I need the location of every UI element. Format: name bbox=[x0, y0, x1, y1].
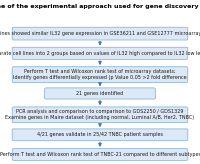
Text: PCR analysis and comparison to comparison to GDS2250 / GDS1329
Examine genes in : PCR analysis and comparison to compariso… bbox=[5, 109, 195, 120]
Text: Table 2: Outline of the experimental approach used for gene discovery and valida: Table 2: Outline of the experimental app… bbox=[0, 4, 200, 9]
FancyBboxPatch shape bbox=[12, 149, 188, 160]
Text: 21 genes identified: 21 genes identified bbox=[76, 91, 124, 96]
Text: Perform T test and Wilcoxon rank test of microarray datasets;
Identify genes dif: Perform T test and Wilcoxon rank test of… bbox=[13, 69, 187, 80]
FancyBboxPatch shape bbox=[12, 67, 188, 82]
Text: Nine cell lines showed similar IL32 gene expression in GSE36211 and GSE12777 mic: Nine cell lines showed similar IL32 gene… bbox=[0, 31, 200, 36]
FancyBboxPatch shape bbox=[12, 27, 188, 40]
FancyBboxPatch shape bbox=[12, 47, 188, 59]
FancyBboxPatch shape bbox=[12, 107, 188, 123]
FancyBboxPatch shape bbox=[45, 88, 155, 99]
FancyBboxPatch shape bbox=[12, 129, 188, 141]
Text: Separate cell lines into 2 groups based on values of IL32 high compared to IL32 : Separate cell lines into 2 groups based … bbox=[0, 51, 200, 56]
Text: 4/21 genes validate in 25/42 TNBC patient samples: 4/21 genes validate in 25/42 TNBC patien… bbox=[37, 132, 163, 137]
Text: Perform T test and Wilcoxon rank test of TNBC-21 compared to different subtypes: Perform T test and Wilcoxon rank test of… bbox=[0, 152, 200, 157]
